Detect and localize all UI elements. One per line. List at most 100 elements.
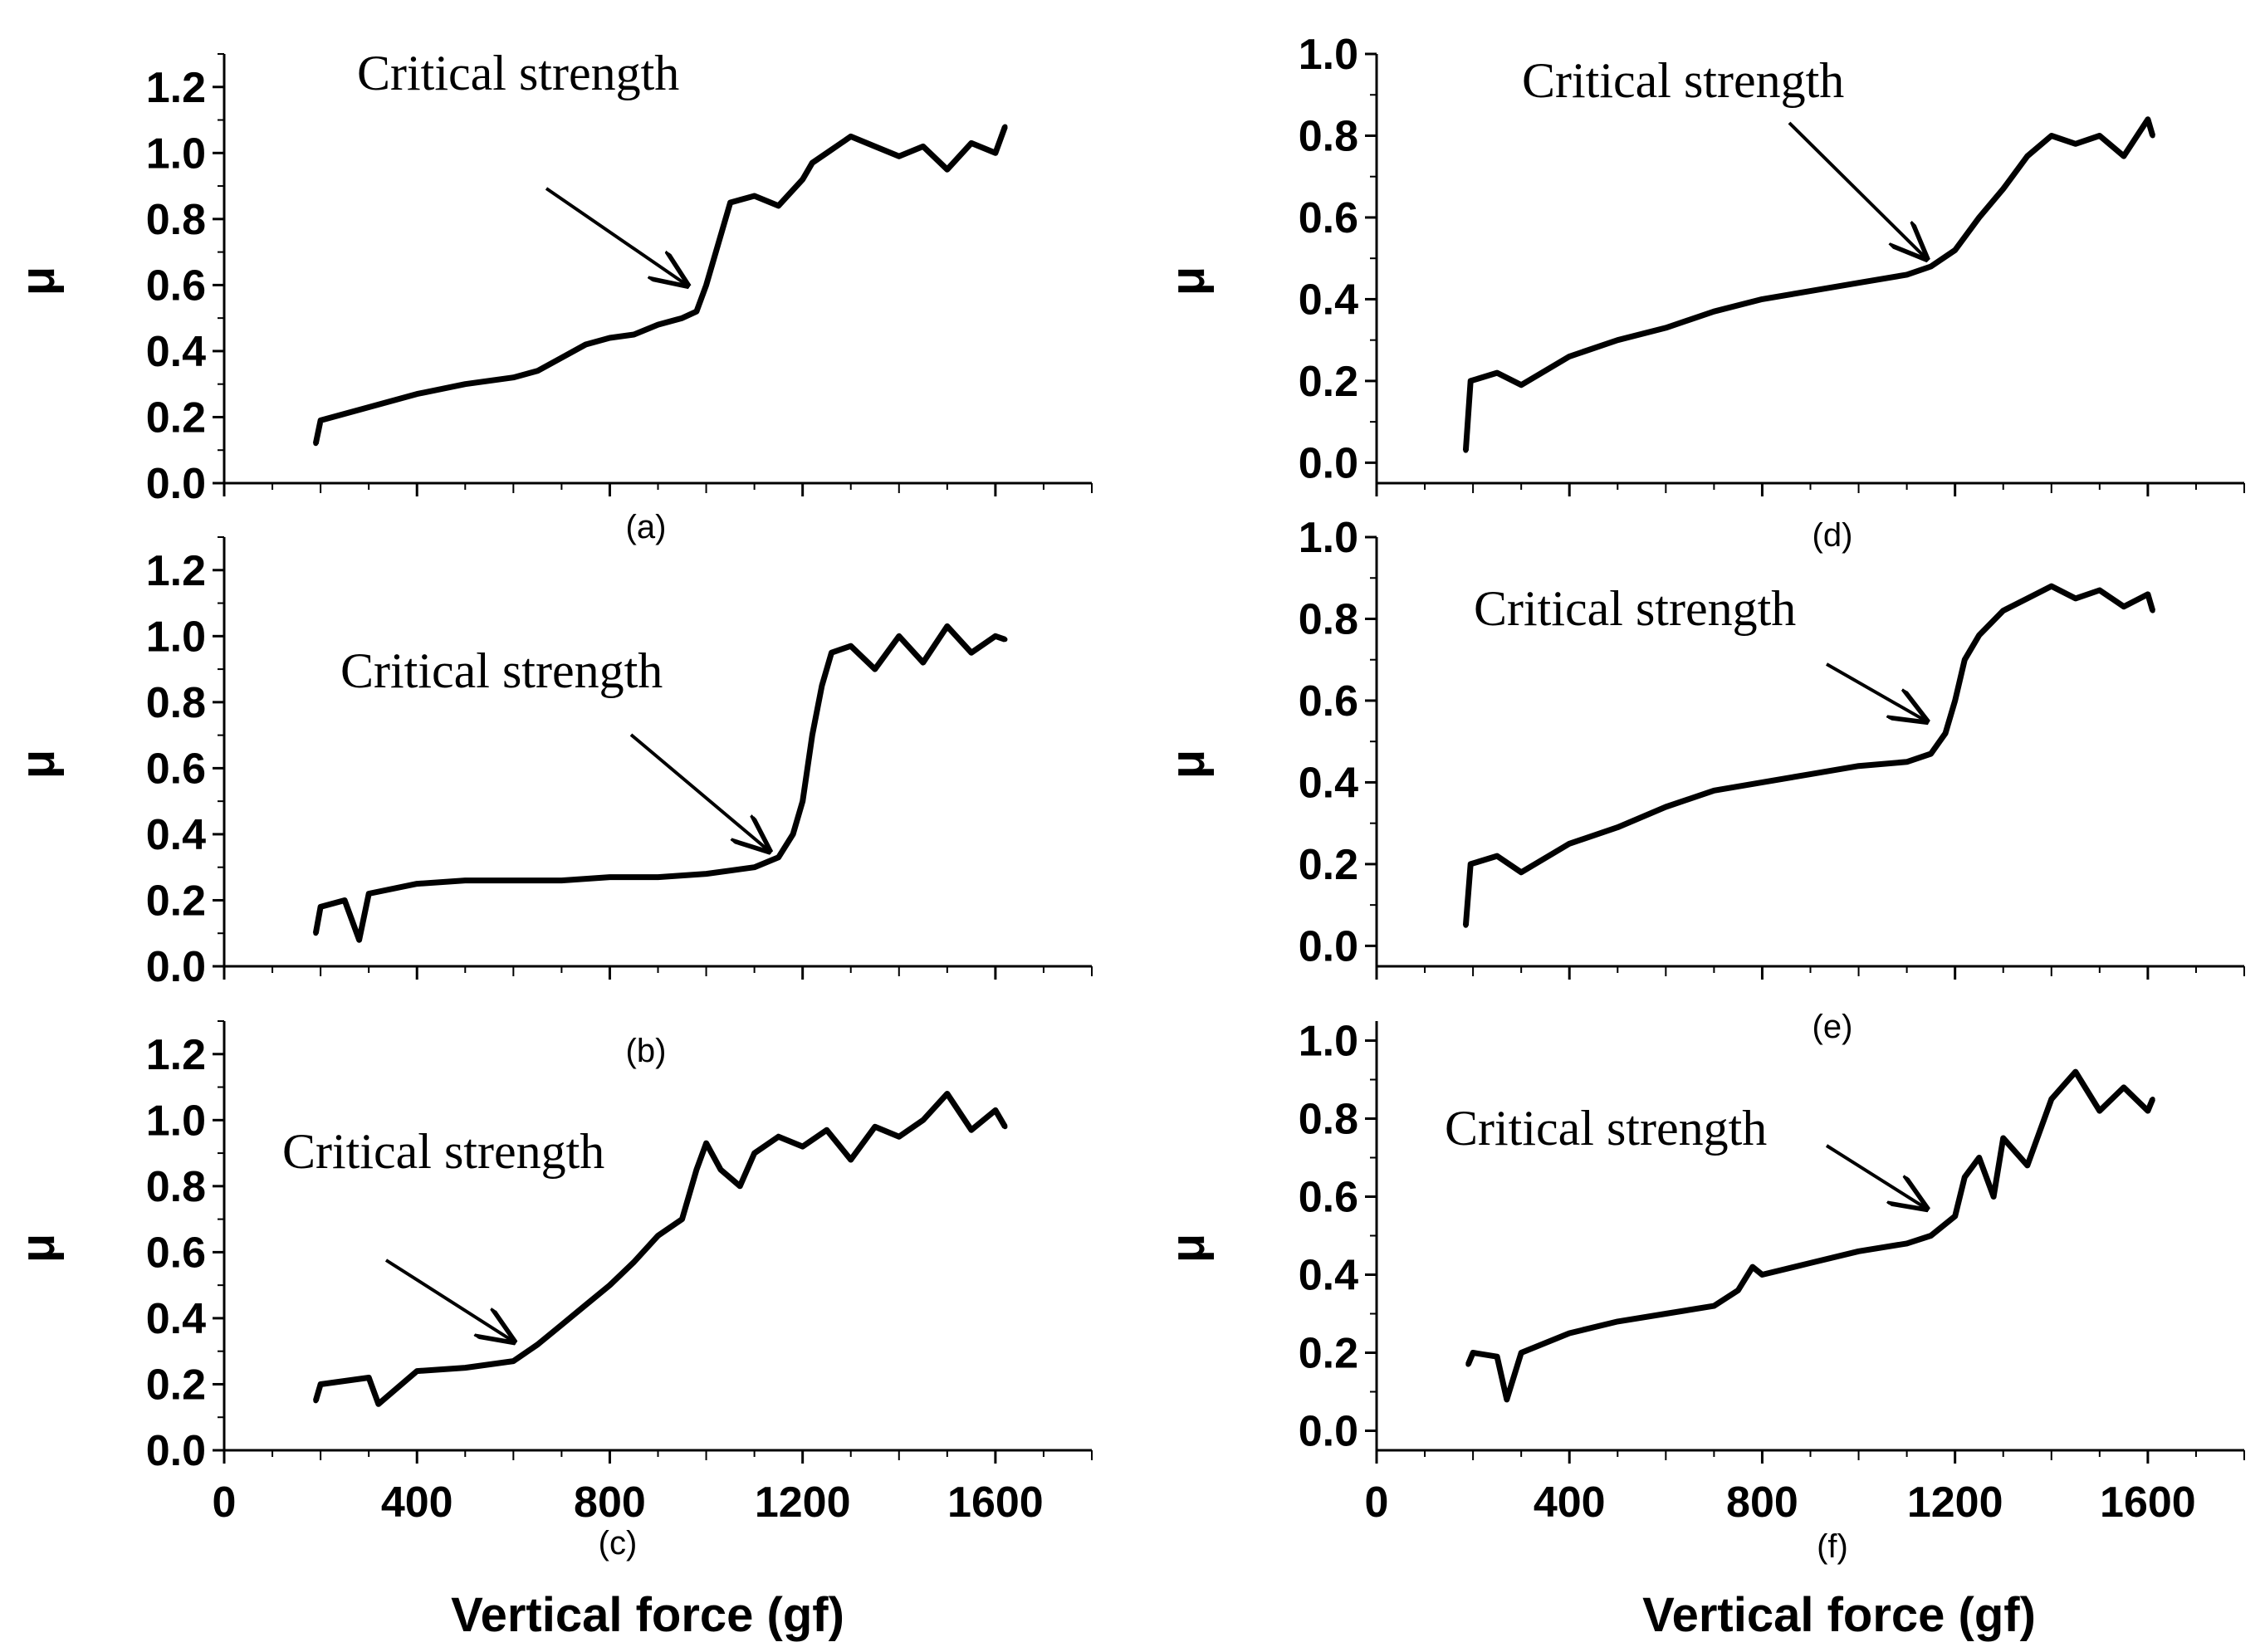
y-tick-label: 0.0 [146,460,206,508]
data-point [1952,697,1958,703]
data-point [318,904,324,910]
x-tick-label: 400 [381,1478,453,1527]
y-tick-label: 1.2 [146,1031,206,1079]
y-tick-label: 1.0 [1299,1018,1358,1066]
y-tick-label: 0.2 [146,877,206,925]
data-point [968,650,974,656]
data-point [2150,1097,2155,1102]
y-tick-label: 0.6 [1299,677,1358,726]
data-point [992,1107,998,1113]
chart-panel-a: 0.0 0.2 0.4 0.6 0.8 1.0 1.2 μ Critical strength (… [11,46,1093,545]
data-point [2145,1108,2150,1114]
chart-panel-d: 0.0 0.2 0.4 0.6 0.8 1.0 μ Critical strength (d) [1161,31,2245,554]
annotation-arrow [1788,121,1926,258]
data-point [2121,154,2126,159]
data-point [607,874,613,880]
data-point [800,177,805,183]
data-point [1928,1233,1934,1239]
data-point [1808,771,1813,777]
panel-label: (a) [626,509,667,545]
series-line [312,1091,1008,1407]
data-point [2000,186,2006,192]
data-point [2145,116,2150,122]
data-point [1002,637,1008,643]
data-point [2145,591,2150,597]
data-point [2072,1069,2078,1075]
data-point [819,682,824,688]
data-point [1463,922,1469,928]
chart-panel-b: 0.0 0.2 0.4 0.6 0.8 1.0 1.2 μ Critical strength (… [11,536,1093,1069]
data-point [2121,604,2126,609]
data-point [1567,841,1573,847]
data-point [790,831,796,837]
data-point [920,144,926,149]
data-point [1759,780,1765,785]
data-point [655,1233,661,1239]
data-point [2000,1136,2006,1141]
panel-label: (c) [599,1525,638,1562]
data-point [2000,608,2006,613]
series-line [1465,1068,2155,1403]
data-point [535,368,541,374]
data-point [1663,325,1669,330]
data-point [872,667,878,672]
data-point [896,633,902,639]
y-tick-label: 0.6 [146,745,206,793]
data-point [356,937,362,943]
data-point [1856,280,1861,286]
series-line [312,125,1008,445]
data-point [751,193,757,199]
y-tick-label: 1.0 [146,613,206,661]
x-axis-label-left: Vertical force (gf) [451,1588,844,1642]
x-tick-label: 1600 [947,1478,1044,1527]
data-point [727,199,733,205]
data-point [1567,1331,1573,1336]
data-point [810,732,815,738]
data-point [872,1124,878,1130]
y-tick-label: 0.4 [146,1295,206,1343]
panel-label: (b) [626,1033,667,1069]
data-point [751,1151,757,1156]
y-tick-label: 0.2 [1299,841,1358,889]
y-tick-label: 0.4 [1299,759,1358,807]
data-point [318,1381,324,1387]
data-point [703,871,709,877]
data-point [1943,731,1949,736]
data-point [703,282,709,288]
data-point [1504,1396,1509,1402]
y-axis-label: μ [11,266,65,296]
data-point [1952,247,1958,253]
data-point [824,1127,829,1133]
y-tick-label: 0.2 [1299,358,1358,406]
data-point [1470,1350,1476,1356]
data-point [1519,382,1524,388]
y-axis-label: μ [1161,1234,1215,1263]
data-point [1711,309,1717,315]
data-point [800,799,805,804]
y-tick-label: 0.0 [1299,439,1358,487]
y-axis-label: μ [11,750,65,780]
data-point [1711,1303,1717,1309]
data-point [375,1401,381,1407]
data-point [1759,1272,1765,1278]
x-axis-label-right: Vertical force (gf) [1642,1588,2036,1642]
y-axis-label: μ [1161,750,1215,780]
data-point [810,160,815,166]
annotation-arrow [1825,1144,1926,1209]
data-point [1904,1240,1910,1246]
data-point [1519,869,1524,875]
critical-strength-annotation: Critical strength [1445,1101,1767,1156]
data-point [944,623,950,629]
y-tick-label: 0.8 [146,196,206,244]
data-point [313,441,319,447]
data-point [1567,354,1573,359]
data-point [2150,133,2155,139]
data-point [318,418,324,423]
data-point [1663,804,1669,809]
data-point [1002,124,1008,130]
data-point [896,154,902,159]
data-point [366,1375,372,1381]
y-tick-label: 0.8 [146,679,206,727]
data-point [848,134,854,139]
data-point [992,633,998,639]
